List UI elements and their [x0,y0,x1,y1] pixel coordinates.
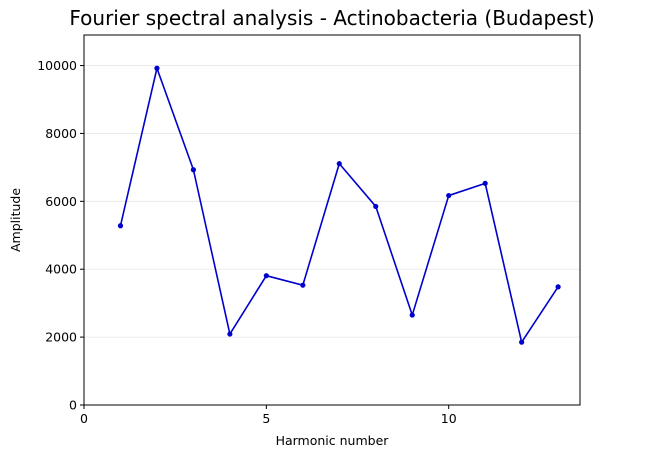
chart-title: Fourier spectral analysis - Actinobacter… [69,6,594,30]
y-tick-label: 2000 [45,330,77,345]
data-point [190,167,197,173]
data-point [373,203,379,210]
data-point [227,331,233,337]
data-point [117,223,124,229]
x-axis-label: Harmonic number [276,433,390,448]
data-point [263,273,269,279]
axes-layer [83,34,581,406]
y-axis-label: Amplitude [8,188,23,252]
data-point [555,284,561,290]
y-tick-label: 10000 [37,58,77,73]
data-point [154,65,160,71]
y-tick-label: 8000 [45,126,77,141]
data-point [409,312,415,318]
series-layer [117,65,561,345]
series-line [119,67,559,344]
grid-layer [84,65,580,338]
data-point [446,192,452,199]
data-point [300,282,306,288]
plot-frame [83,34,581,406]
x-tick-label: 10 [441,411,457,426]
data-point [519,339,525,345]
x-tick-label: 0 [80,411,88,426]
ticks-layer: 0 2000 4000 6000 8000 10000 0 5 10 [37,58,456,426]
x-tick-label: 5 [262,411,270,426]
y-tick-label: 0 [69,398,77,413]
y-tick-label: 6000 [45,194,77,209]
y-tick-label: 4000 [45,262,77,277]
data-point [482,180,488,186]
data-point [336,161,342,167]
